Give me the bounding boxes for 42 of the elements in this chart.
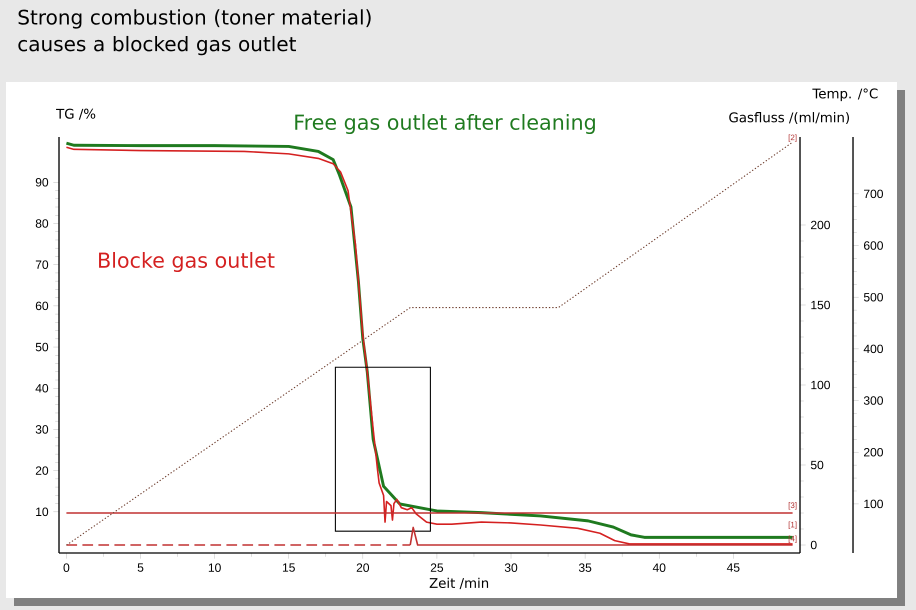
y3-tick-label: 600 [864,241,883,250]
x-axis-title: Zeit /min [430,578,488,590]
y3-tick-label: 400 [864,344,883,354]
y-tick-label: 80 [36,219,48,228]
y3-tick-label: 100 [864,500,883,508]
annotation: [2] [788,134,796,142]
x-tick-label: 0 [64,563,70,572]
y-axis-title: TG /% [56,108,96,120]
annotation: [4] [788,536,796,543]
annotation: [1] [788,522,796,529]
y3-tick-label: 300 [864,396,883,405]
y2-tick-label: 200 [811,220,830,230]
y3-tick-label: 200 [864,448,883,456]
y2-tick-label: 50 [810,460,824,470]
y3-tick-label: 700 [864,190,883,198]
series-label: Free gas outlet after cleaning [295,114,595,134]
y-tick-label: 20 [36,466,48,475]
chart-title: Strong combustion (toner material) causes a blocked gas outlet [18,9,371,56]
y3-axis-title: Temp. /°C [812,88,878,102]
y3-tick-label: 500 [864,292,883,302]
y2-tick-label: 150 [811,300,830,310]
y-tick-label: 50 [36,342,48,352]
x-tick-label: 5 [138,563,144,572]
y2-tick-label: 100 [811,380,830,390]
y-tick-label: 40 [36,384,48,392]
y-tick-label: 60 [36,302,48,310]
x-tick-label: 40 [652,563,666,572]
x-tick-label: 45 [726,563,740,572]
x-tick-label: 15 [282,563,295,572]
text: Blocke gas outlet [99,252,275,272]
y-tick-label: 70 [36,260,48,269]
x-tick-label: 25 [430,563,444,572]
x-tick-label: 30 [504,563,518,572]
x-tick-label: 35 [578,563,592,572]
y-tick-label: 90 [36,178,48,187]
y-tick-label: 30 [36,425,48,434]
y2-tick-label: 0 [810,540,817,550]
x-tick-label: 10 [208,563,221,572]
annotation: [3] [788,502,796,510]
y-tick-label: 10 [36,508,48,516]
y2-axis-title: Gasfluss /(ml/min) [729,112,849,124]
x-tick-label: 20 [356,563,370,572]
